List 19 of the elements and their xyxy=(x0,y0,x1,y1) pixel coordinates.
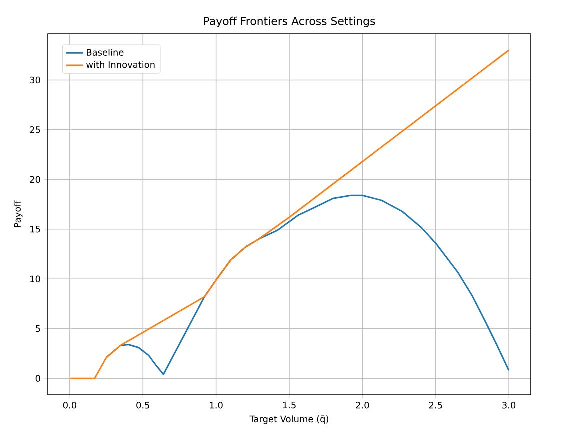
legend-label: Baseline xyxy=(87,49,124,56)
y-tick-label: 25 xyxy=(30,126,40,134)
x-tick-label: 2.0 xyxy=(356,402,370,409)
x-tick-label: 0.5 xyxy=(136,402,150,409)
y-axis-title: Payoff xyxy=(14,200,23,228)
x-tick-label: 3.0 xyxy=(502,402,516,409)
y-tick-label: 10 xyxy=(30,276,40,283)
x-tick-label: 1.0 xyxy=(210,402,223,409)
y-tick-label: 20 xyxy=(30,176,40,184)
y-tick-label: 15 xyxy=(30,226,40,233)
legend-label: with Innovation xyxy=(86,61,155,68)
x-tick-label: 1.5 xyxy=(283,402,296,409)
y-tick-label: 0 xyxy=(36,375,40,382)
y-tick-label: 5 xyxy=(36,326,40,332)
x-tick-label: 2.5 xyxy=(429,402,442,409)
y-tick-label: 30 xyxy=(30,76,40,84)
x-tick-label: 0.0 xyxy=(63,402,76,409)
chart-title: Payoff Frontiers Across Settings xyxy=(204,16,376,28)
x-axis-title: Target Volume (q̄) xyxy=(250,416,328,424)
